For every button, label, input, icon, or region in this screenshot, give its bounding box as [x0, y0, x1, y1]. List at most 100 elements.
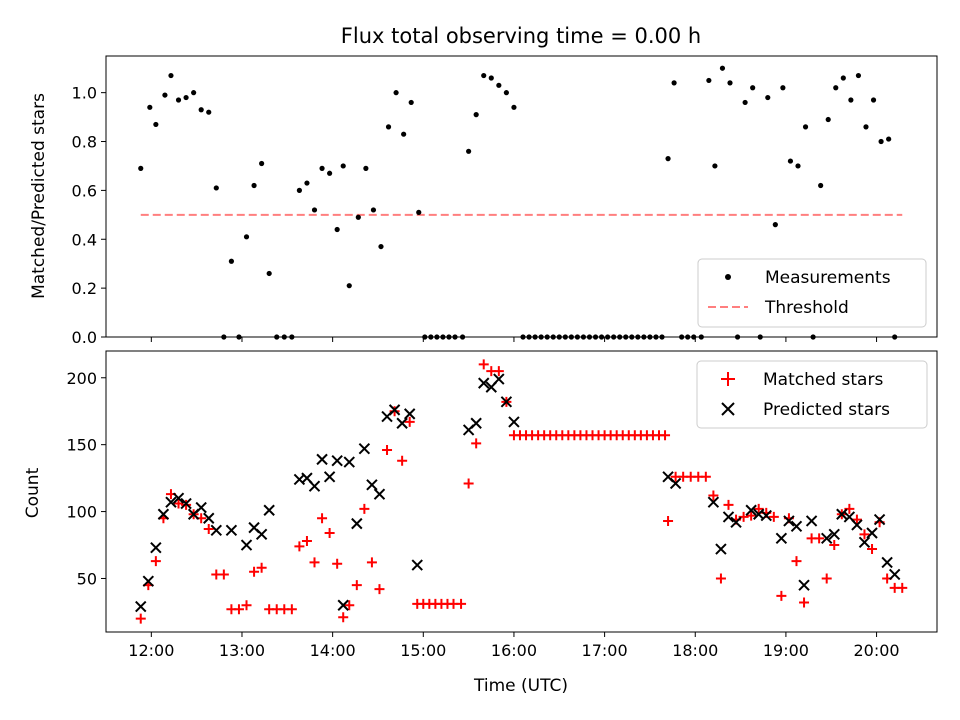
matched-point	[309, 557, 320, 568]
legend-predicted-label: Predicted stars	[763, 400, 890, 420]
measurement-point	[802, 124, 809, 130]
measurement-point	[346, 283, 352, 289]
top-legend: Measurements Threshold	[697, 258, 927, 328]
top-y-axis-label: Matched/Predicted stars	[29, 93, 49, 299]
measurement-point	[401, 131, 407, 137]
matched-point	[404, 416, 415, 427]
predicted-point	[373, 488, 386, 500]
x-axis-label: Time (UTC)	[473, 676, 568, 696]
measurement-point	[473, 112, 479, 118]
measurement-point	[488, 75, 494, 81]
matched-point	[241, 600, 252, 611]
predicted-point	[358, 442, 371, 455]
measurement-point	[162, 92, 168, 98]
matched-point	[660, 430, 671, 441]
top-legend-box	[697, 258, 927, 328]
predicted-point	[669, 477, 682, 490]
legend-measurements-label: Measurements	[765, 268, 891, 288]
matched-point	[456, 598, 467, 609]
measurement-point	[147, 104, 153, 110]
predicted-point	[150, 541, 162, 554]
predicted-point	[396, 417, 408, 429]
measurement-point	[503, 90, 509, 96]
measurement-point	[175, 97, 182, 103]
matched-point	[366, 557, 377, 568]
predicted-point	[157, 508, 170, 520]
matched-point	[286, 604, 297, 615]
predicted-point	[790, 520, 803, 532]
measurement-point	[153, 121, 159, 128]
matched-point	[799, 597, 810, 608]
matched-point	[700, 471, 711, 482]
predicted-point	[775, 532, 788, 545]
predicted-point	[707, 496, 720, 508]
matched-point	[746, 510, 757, 521]
measurement-point	[840, 75, 846, 81]
predicted-point	[255, 528, 268, 541]
predicted-point	[508, 416, 520, 428]
measurement-point	[765, 94, 771, 101]
measurement-point	[795, 163, 801, 169]
matched-point	[814, 533, 825, 544]
measurement-point	[138, 165, 144, 171]
measurement-point	[296, 187, 302, 193]
matched-point	[344, 600, 355, 611]
top-x-ticks	[150, 337, 878, 342]
matched-point	[218, 569, 229, 580]
x-tick-label: 16:00	[491, 641, 537, 660]
measurement-point	[206, 109, 212, 115]
x-tick-label: 17:00	[582, 641, 628, 660]
measurement-point	[183, 94, 189, 101]
predicted-point	[403, 408, 416, 420]
measurement-point	[266, 270, 272, 277]
matched-point	[663, 515, 674, 526]
measurement-point	[378, 243, 384, 250]
predicted-point	[142, 575, 155, 587]
x-tick-label: 12:00	[128, 641, 174, 660]
predicted-point	[493, 373, 505, 385]
measurement-point	[742, 99, 748, 106]
predicted-points	[135, 373, 901, 613]
measurement-point	[191, 90, 197, 96]
matched-point	[317, 513, 328, 524]
predicted-point	[331, 455, 343, 467]
predicted-point	[866, 527, 878, 539]
predicted-point	[195, 501, 207, 514]
x-tick-label: 19:00	[763, 641, 809, 660]
x-tick-label: 20:00	[854, 641, 900, 660]
matched-point	[463, 478, 474, 489]
predicted-point	[337, 599, 349, 611]
chart-title: Flux total observing time = 0.00 h	[341, 24, 701, 48]
predicted-point	[858, 536, 871, 549]
measurement-point	[319, 165, 325, 171]
predicted-point	[388, 404, 401, 416]
measurement-point	[385, 124, 392, 130]
matched-point	[867, 544, 878, 555]
measurement-point	[870, 97, 877, 103]
measurement-point	[304, 180, 310, 186]
measurement-point	[855, 72, 862, 79]
legend-measurement-marker	[725, 274, 731, 280]
measurement-point	[311, 207, 318, 213]
measurement-point	[671, 80, 677, 86]
matched-point	[478, 359, 489, 370]
measurement-point	[750, 85, 756, 91]
matched-point	[301, 536, 312, 547]
predicted-point	[180, 497, 192, 510]
x-tick-label: 14:00	[310, 641, 356, 660]
predicted-point	[135, 600, 147, 613]
predicted-point	[820, 532, 833, 545]
measurement-point	[848, 97, 854, 103]
predicted-point	[783, 515, 795, 527]
matched-point	[249, 566, 260, 577]
matched-point	[776, 590, 787, 601]
matched-point	[351, 580, 362, 591]
predicted-point	[316, 453, 328, 466]
measurement-point	[787, 158, 794, 164]
measurement-point	[511, 104, 517, 110]
measurement-point	[327, 170, 333, 176]
predicted-point	[470, 417, 482, 429]
measurement-point	[772, 222, 778, 228]
y-tick-label: 0.2	[72, 279, 97, 298]
